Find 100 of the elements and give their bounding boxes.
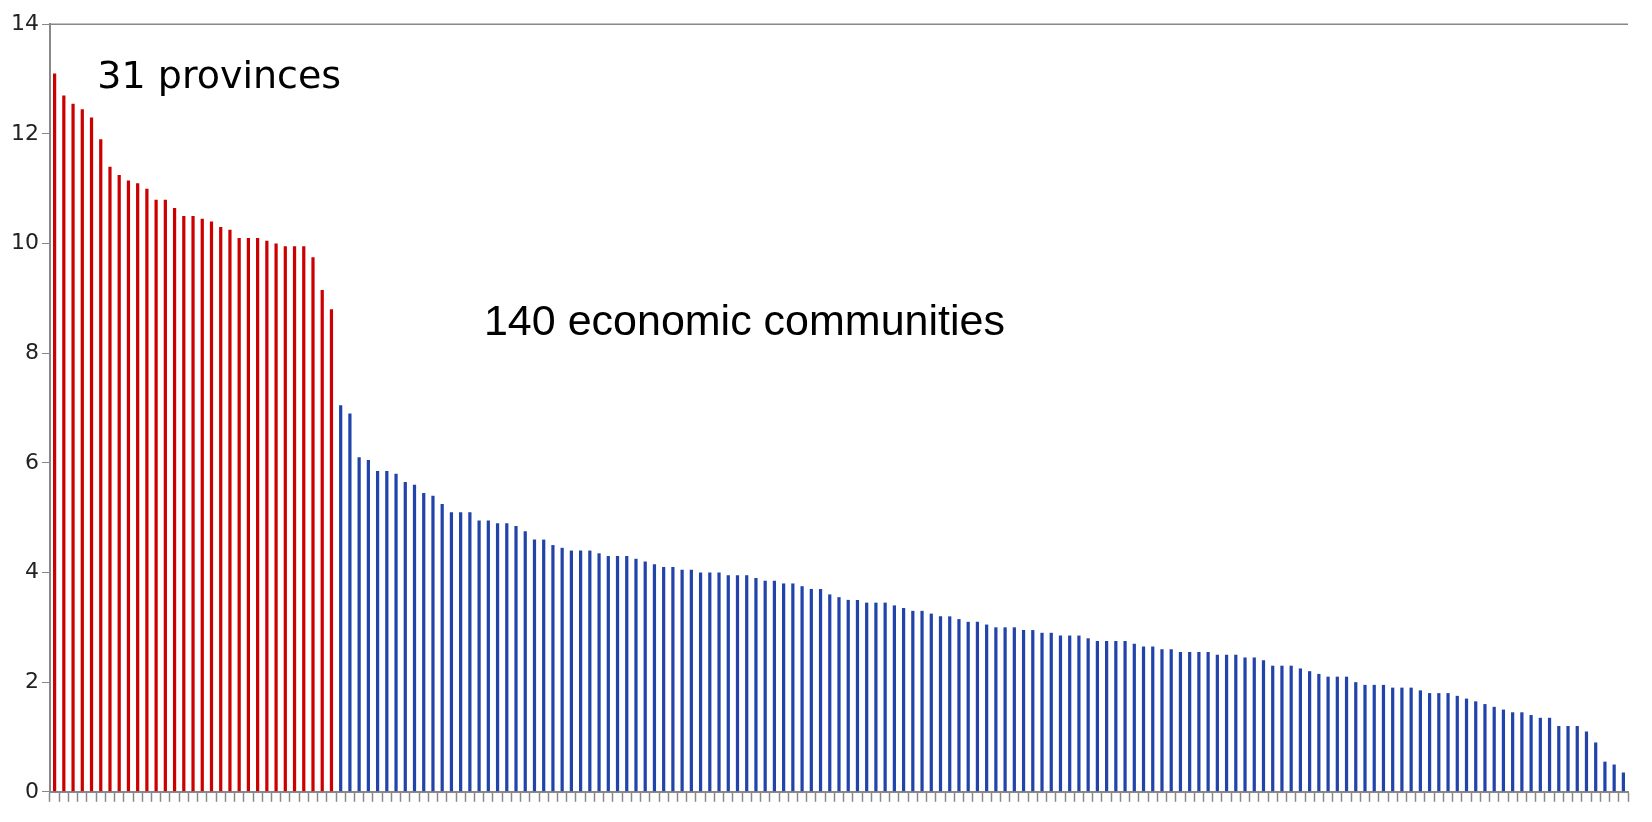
bar <box>662 567 666 792</box>
y-tick-label: 6 <box>24 448 39 474</box>
bar <box>1261 660 1266 792</box>
bar <box>1040 632 1044 792</box>
bar <box>634 558 638 792</box>
bar <box>652 564 657 792</box>
bar <box>1197 651 1201 792</box>
bar <box>126 180 131 792</box>
bar <box>1511 712 1515 792</box>
bar <box>523 531 527 792</box>
bar <box>311 257 315 792</box>
bar <box>1317 673 1321 792</box>
bar <box>671 567 675 792</box>
bar <box>735 575 740 792</box>
bar <box>588 550 592 792</box>
bar <box>385 471 389 792</box>
bar <box>422 492 426 792</box>
bar <box>1344 676 1349 792</box>
bar <box>606 556 610 792</box>
bar <box>459 512 463 792</box>
bar <box>1215 654 1219 792</box>
bar <box>431 495 435 792</box>
bar <box>468 512 472 792</box>
bar <box>1031 630 1035 792</box>
bar <box>108 166 112 792</box>
bar <box>339 405 343 792</box>
bar <box>1538 717 1542 792</box>
bar <box>1068 635 1072 792</box>
bar <box>1372 684 1376 792</box>
bar <box>486 520 490 792</box>
bar <box>1391 687 1395 792</box>
bar <box>1012 627 1016 792</box>
bar <box>1455 695 1459 792</box>
bar <box>89 117 94 792</box>
bar <box>569 550 573 792</box>
y-tick-label: 10 <box>10 229 39 255</box>
bar <box>791 583 795 792</box>
bar <box>1178 651 1183 792</box>
y-tick-label: 2 <box>24 667 39 693</box>
bar <box>874 602 878 792</box>
bar <box>514 525 518 792</box>
bar <box>1501 709 1506 792</box>
bar <box>1464 698 1469 792</box>
bar <box>975 621 980 792</box>
bar <box>274 243 278 792</box>
bar <box>698 572 703 792</box>
bar <box>1141 646 1146 792</box>
bar <box>597 553 601 792</box>
bar <box>1446 693 1450 792</box>
annotation: 140 economic communities <box>483 296 1005 345</box>
bar <box>1123 641 1127 792</box>
bar <box>209 221 214 792</box>
bar <box>357 457 361 792</box>
bar <box>1169 649 1173 792</box>
bar <box>948 616 952 792</box>
bar <box>412 484 417 792</box>
bar <box>1575 726 1579 792</box>
bar <box>1077 635 1081 792</box>
bar <box>615 556 620 792</box>
bar <box>532 539 537 792</box>
bar <box>560 547 564 792</box>
bar <box>394 473 398 792</box>
bar <box>1243 657 1247 792</box>
bar <box>1271 665 1275 792</box>
bar <box>985 624 989 792</box>
bar <box>1418 690 1422 792</box>
bar <box>957 619 961 792</box>
bar <box>52 73 57 792</box>
bar <box>809 588 813 792</box>
bar <box>200 218 204 792</box>
bar <box>1584 731 1589 792</box>
bar <box>348 413 352 792</box>
bar <box>1566 726 1570 792</box>
bar <box>1298 668 1303 792</box>
bar <box>246 238 251 792</box>
bar <box>966 621 970 792</box>
bar <box>689 569 693 792</box>
bar <box>1132 643 1136 792</box>
y-tick-label: 8 <box>24 338 39 364</box>
annotation: 31 provinces <box>97 52 342 97</box>
bar <box>772 580 777 792</box>
bar <box>920 610 924 792</box>
bar <box>901 608 906 792</box>
bar <box>182 216 186 792</box>
bar <box>1308 671 1312 792</box>
bar <box>136 183 140 792</box>
bar <box>1289 665 1293 792</box>
bar <box>1105 641 1109 792</box>
bar <box>865 602 869 792</box>
bar <box>237 238 241 792</box>
y-tick-label: 0 <box>24 777 39 803</box>
bar <box>846 599 850 792</box>
bar <box>154 199 158 792</box>
bar <box>172 207 177 792</box>
bar <box>117 174 121 792</box>
bar <box>1160 649 1164 792</box>
bar <box>1021 630 1026 792</box>
bar <box>892 605 896 792</box>
bar <box>505 523 509 792</box>
bar <box>717 572 721 792</box>
